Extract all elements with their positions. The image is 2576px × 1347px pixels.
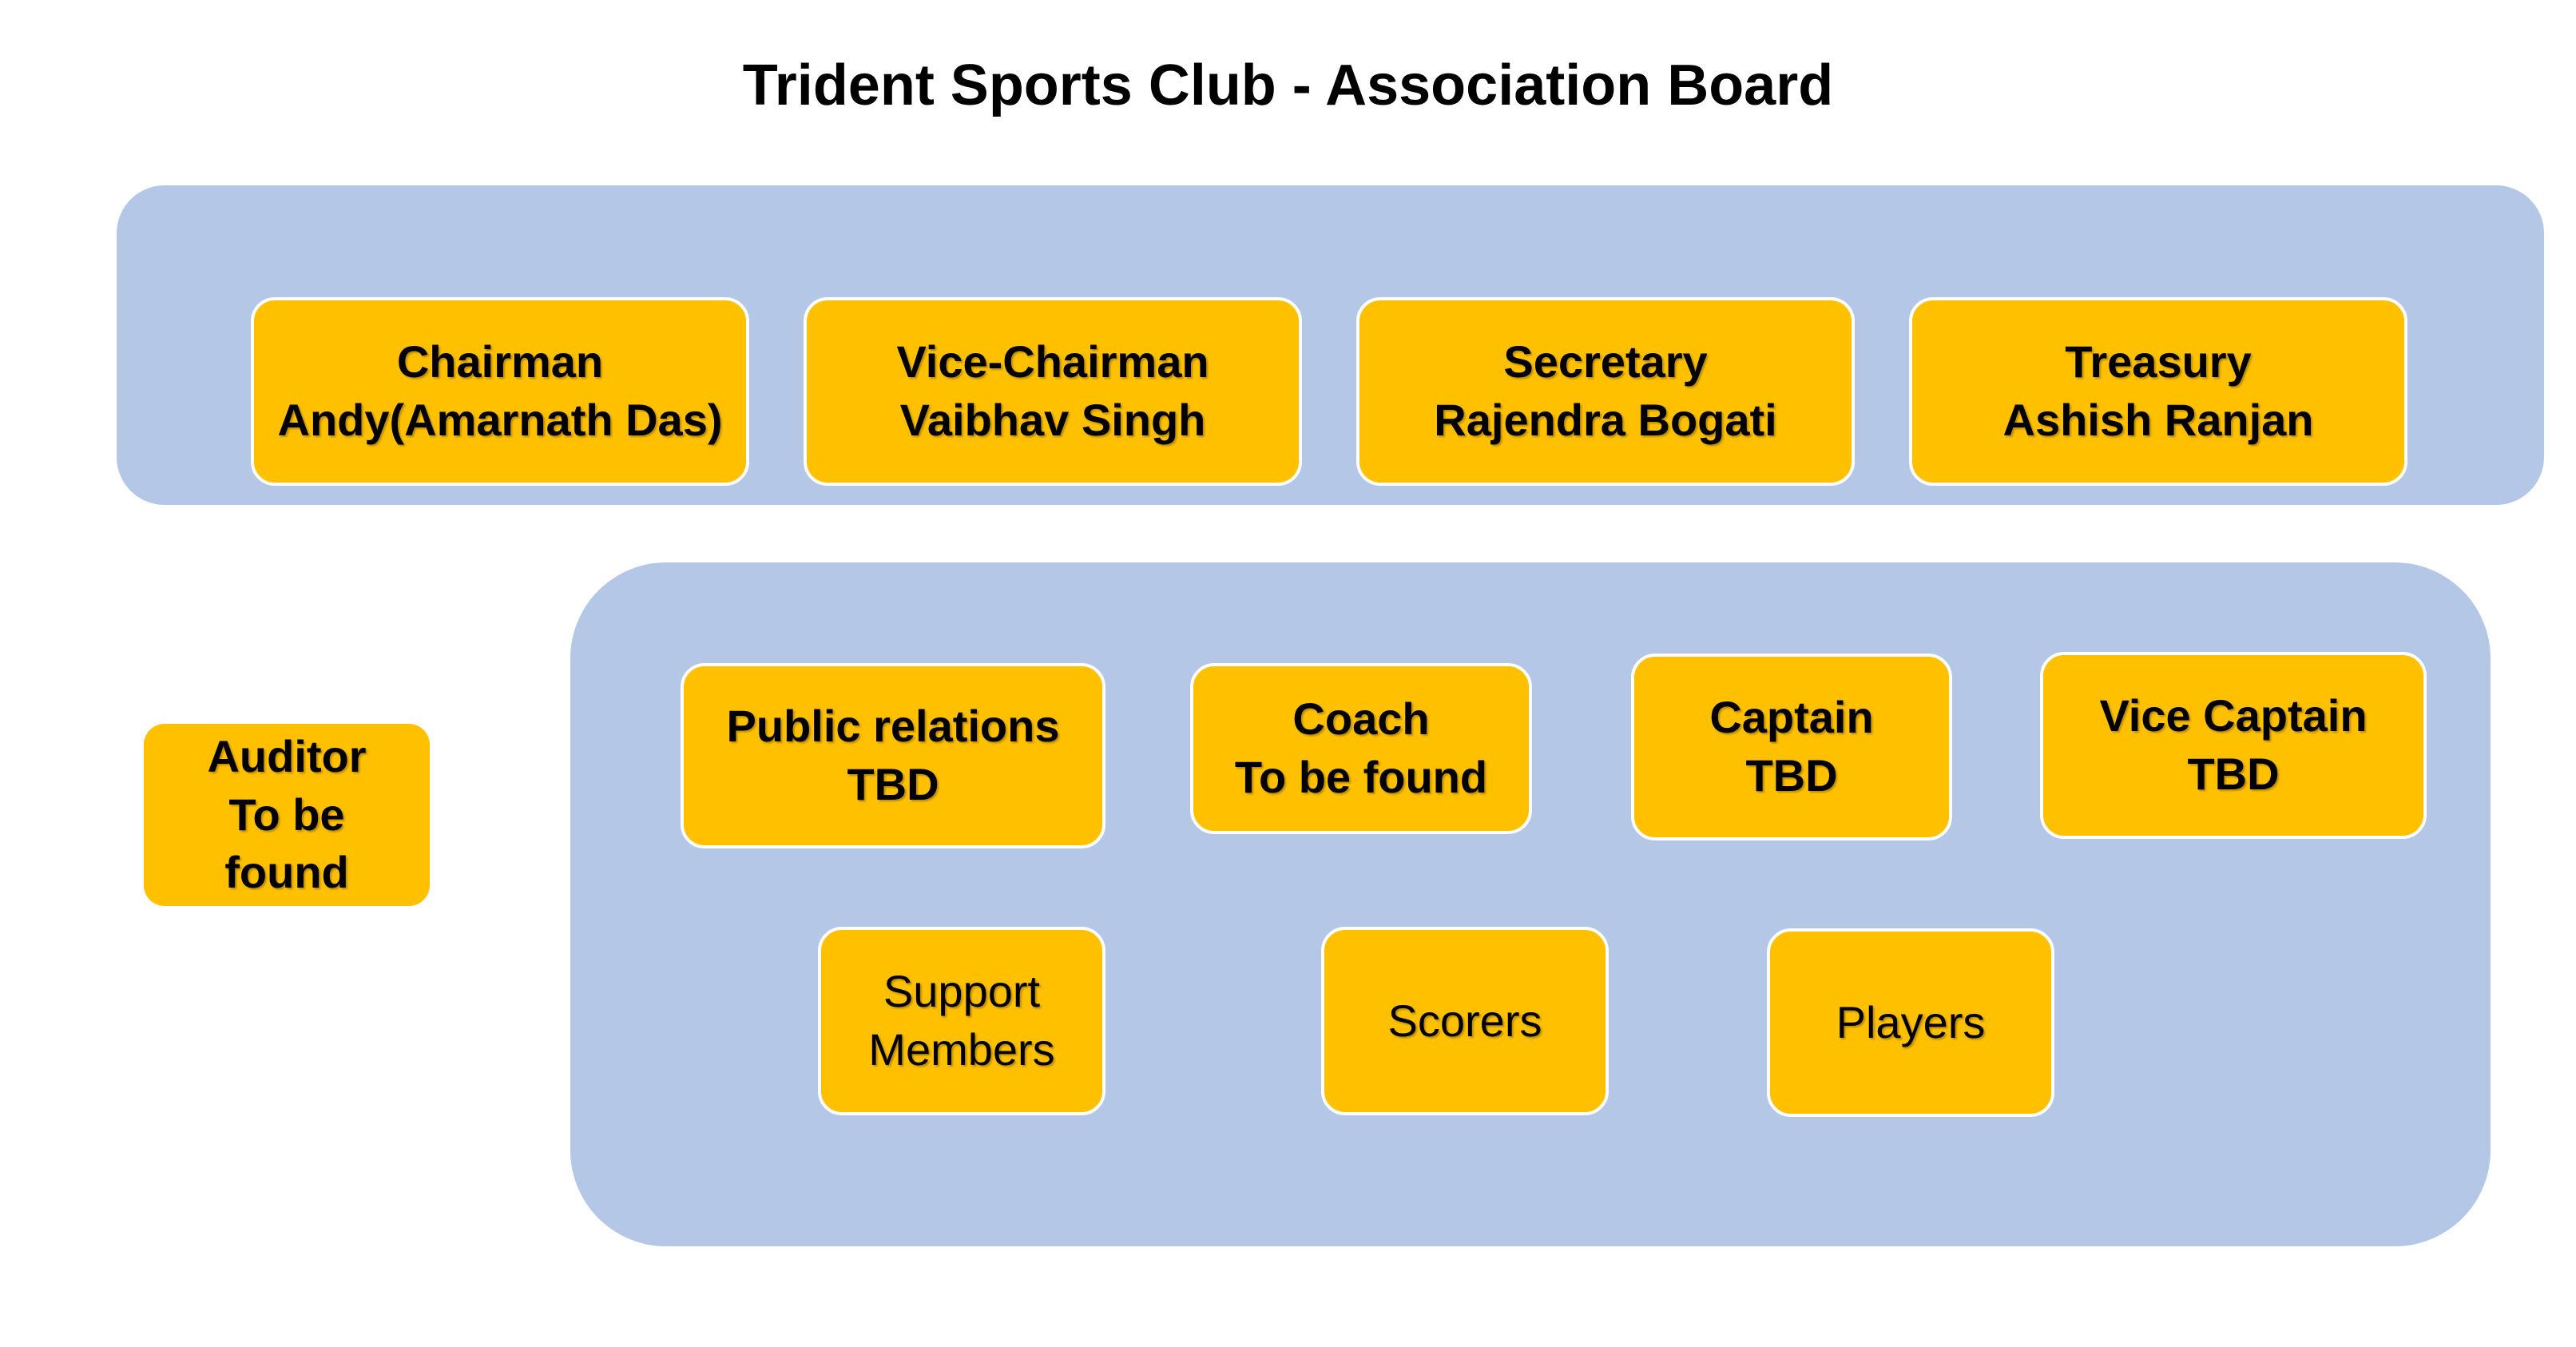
captain-box: Captain TBD xyxy=(1631,654,1952,840)
public-relations-box: Public relations TBD xyxy=(681,663,1105,848)
vice-captain-name: TBD xyxy=(2187,749,2280,799)
scorers-label: Scorers xyxy=(1387,995,1542,1046)
auditor-box: Auditor To be found xyxy=(144,724,430,906)
treasury-role: Treasury xyxy=(2065,336,2252,387)
coach-name: To be found xyxy=(1234,752,1488,802)
diagram-title: Trident Sports Club - Association Board xyxy=(742,54,1834,117)
vice-chairman-box: Vice-Chairman Vaibhav Singh xyxy=(804,297,1302,486)
treasury-box: Treasury Ashish Ranjan xyxy=(1909,297,2407,486)
vice-chairman-name: Vaibhav Singh xyxy=(899,395,1206,445)
auditor-line2: To be xyxy=(228,789,345,840)
captain-role: Captain xyxy=(1709,692,1874,743)
secretary-name: Rajendra Bogati xyxy=(1434,395,1777,445)
players-box: Players xyxy=(1767,928,2054,1117)
support-members-line2: Members xyxy=(868,1024,1055,1075)
secretary-role: Secretary xyxy=(1503,336,1708,387)
coach-box: Coach To be found xyxy=(1190,663,1532,834)
auditor-line1: Auditor xyxy=(207,730,367,781)
public-relations-role: Public relations xyxy=(726,701,1060,752)
chairman-role: Chairman xyxy=(396,336,604,387)
support-members-box: Support Members xyxy=(818,927,1105,1115)
vice-captain-role: Vice Captain xyxy=(2099,690,2368,741)
players-label: Players xyxy=(1836,996,1986,1047)
vice-captain-box: Vice Captain TBD xyxy=(2040,652,2427,839)
coach-role: Coach xyxy=(1292,693,1430,745)
chairman-box: Chairman Andy(Amarnath Das) xyxy=(251,297,749,486)
public-relations-name: TBD xyxy=(847,759,939,809)
chairman-name: Andy(Amarnath Das) xyxy=(277,395,723,445)
auditor-line3: found xyxy=(224,847,349,898)
scorers-box: Scorers xyxy=(1321,927,1609,1115)
captain-name: TBD xyxy=(1745,750,1838,801)
treasury-name: Ashish Ranjan xyxy=(2002,395,2314,445)
secretary-box: Secretary Rajendra Bogati xyxy=(1356,297,1855,486)
vice-chairman-role: Vice-Chairman xyxy=(896,336,1209,387)
support-members-line1: Support xyxy=(883,966,1041,1017)
